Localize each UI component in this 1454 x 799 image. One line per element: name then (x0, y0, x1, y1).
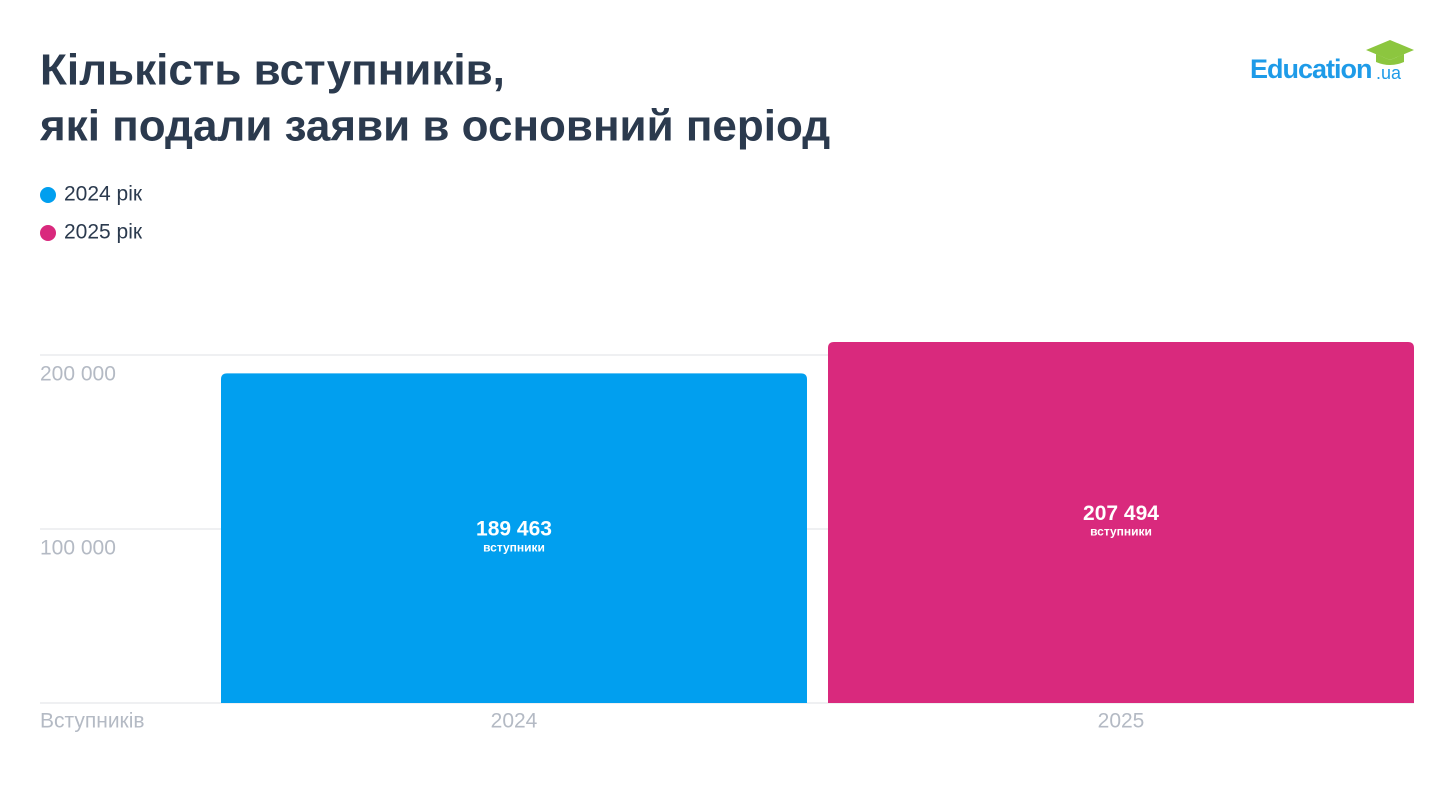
y-tick-label: 200 000 (40, 363, 116, 386)
x-tick-label: 2025 (1098, 710, 1145, 733)
legend-marker (40, 187, 56, 203)
y-tick-label: 100 000 (40, 537, 116, 560)
legend-marker (40, 225, 56, 241)
axis-label: Вступників (40, 710, 145, 733)
value-label: 189 463 (476, 518, 552, 541)
value-label: 207 494 (1083, 502, 1159, 525)
logo: Education .ua (1250, 40, 1414, 84)
legend-label: 2025 рік (64, 221, 143, 244)
bar (221, 373, 807, 703)
chart-title: які подали заяви в основний період (39, 102, 830, 151)
value-unit: вступники (1090, 525, 1152, 539)
logo-suffix: .ua (1376, 63, 1402, 83)
chart-title: Кількість вступників, (40, 46, 505, 95)
logo-hat (1376, 54, 1404, 65)
bar (828, 341, 1414, 703)
logo-hat (1366, 40, 1414, 60)
logo-text: Education (1250, 54, 1372, 84)
legend-label: 2024 рік (64, 183, 143, 206)
value-unit: вступники (483, 540, 545, 554)
x-tick-label: 2024 (491, 710, 538, 733)
